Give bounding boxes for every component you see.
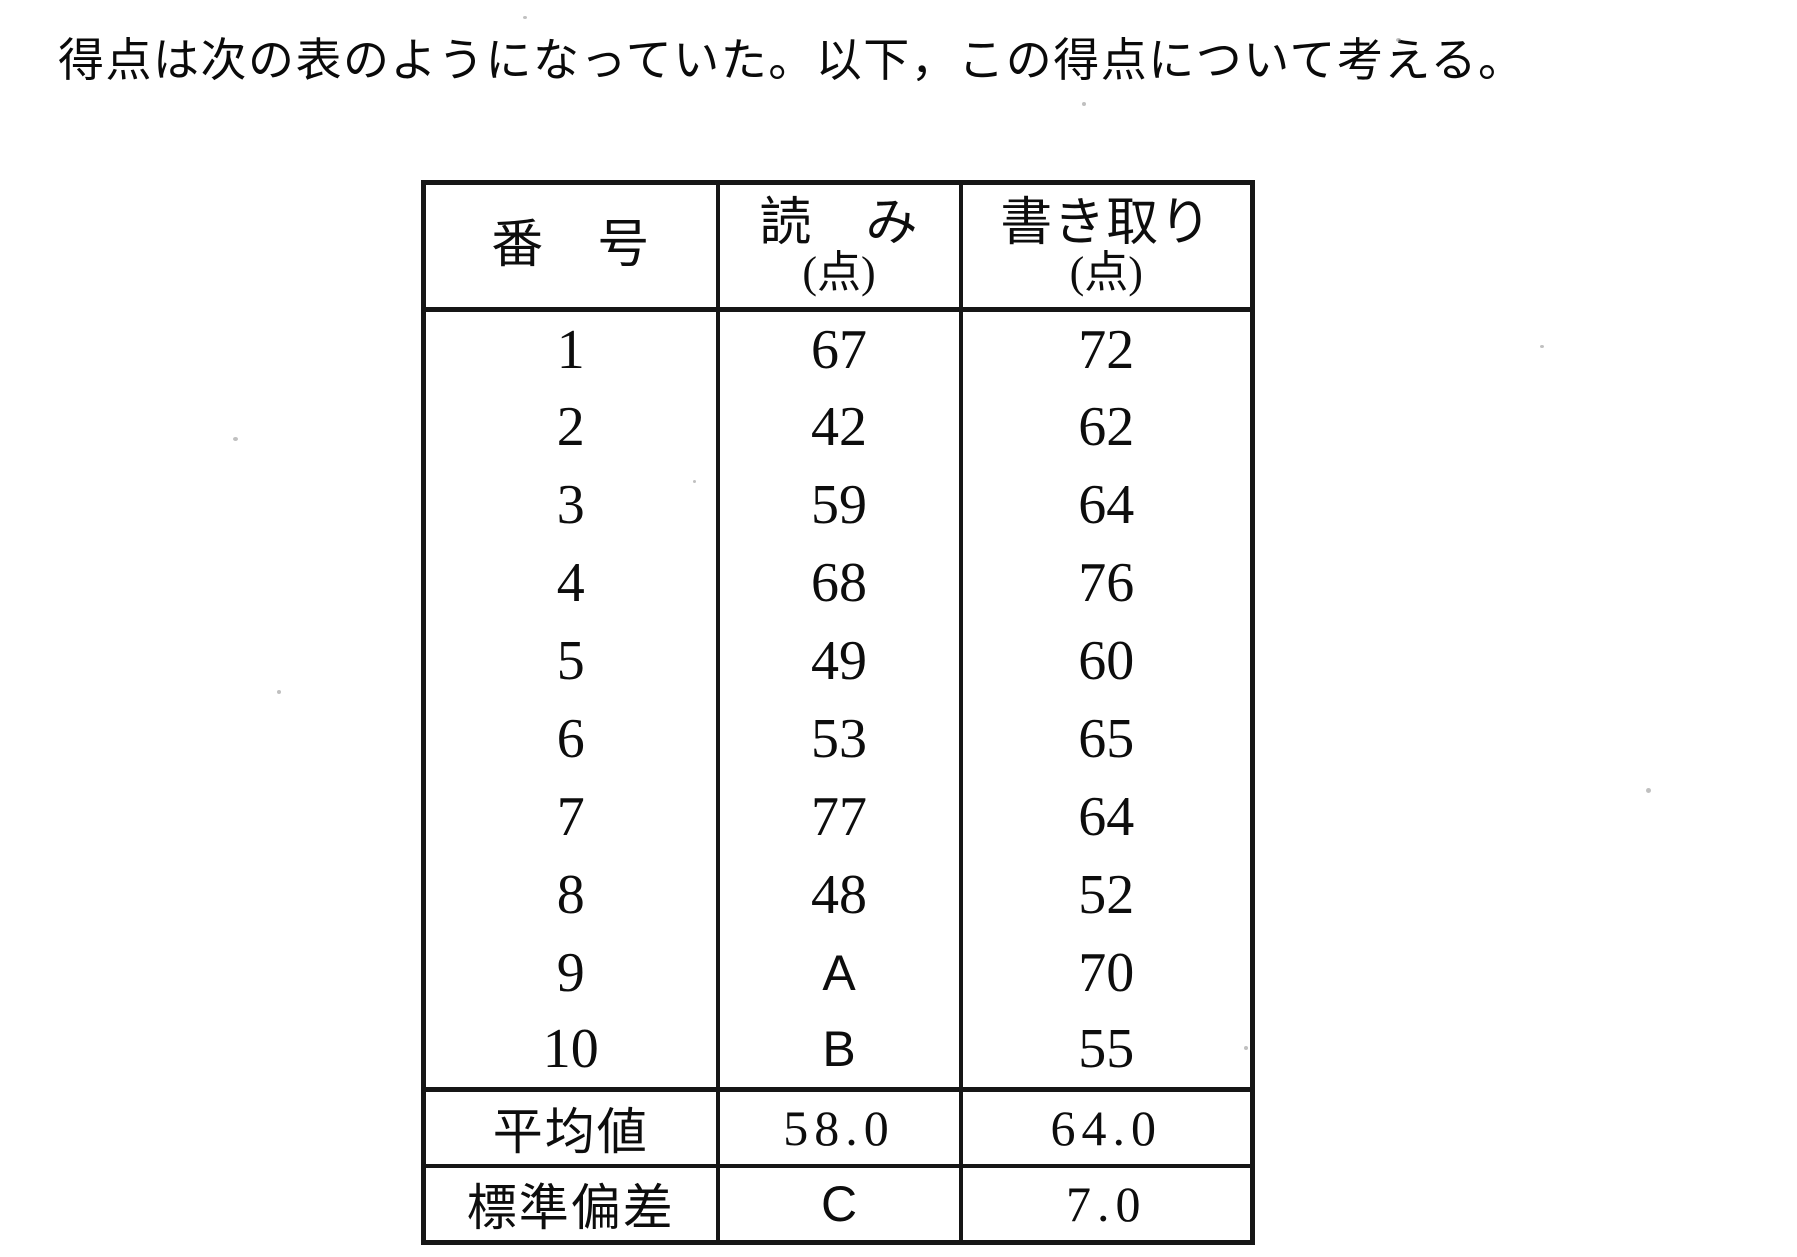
table-row: 9 A 70 [421, 933, 1253, 1012]
table-row: 10 B 55 [421, 1011, 1253, 1090]
cell-number: 9 [421, 933, 718, 1012]
table-row: 6 53 65 [421, 699, 1253, 778]
header-reading: 読 み (点) [715, 182, 961, 312]
cell-number: 4 [421, 543, 718, 622]
header-writing-unit: (点) [1069, 248, 1143, 298]
cell-writing: 64 [958, 777, 1253, 856]
scan-noise-speck [1082, 102, 1086, 106]
scan-noise-speck [523, 16, 527, 19]
header-number-label: 番 号 [491, 216, 651, 274]
cell-reading: 68 [715, 543, 961, 622]
cell-reading: 77 [715, 777, 961, 856]
scan-noise-speck [1540, 345, 1544, 348]
cell-writing: 76 [958, 543, 1253, 622]
mean-label: 平均値 [421, 1087, 718, 1168]
cell-reading: 59 [715, 465, 961, 544]
cell-reading: 42 [715, 387, 961, 466]
scan-noise-speck [693, 480, 696, 483]
table-row: 1 67 72 [421, 309, 1253, 388]
cell-reading: 67 [715, 309, 961, 388]
cell-writing: 70 [958, 933, 1253, 1012]
cell-number: 10 [421, 1011, 718, 1090]
stddev-reading-value: C [715, 1166, 961, 1243]
cell-writing: 65 [958, 699, 1253, 778]
header-reading-label: 読 み [759, 194, 919, 252]
header-row: 番 号 読 み (点) 書き取り (点) [421, 182, 1253, 312]
mean-row: 平均値 58.0 64.0 [421, 1087, 1253, 1168]
cell-writing: 72 [958, 309, 1253, 388]
header-number: 番 号 [421, 182, 718, 312]
scan-noise-speck [1396, 38, 1401, 42]
table-row: 7 77 64 [421, 777, 1253, 856]
score-table: 番 号 読 み (点) 書き取り (点) 1 67 72 2 42 [421, 180, 1255, 1245]
scan-noise-speck [1244, 1046, 1248, 1050]
stddev-writing-value: 7.0 [958, 1166, 1253, 1243]
cell-number: 7 [421, 777, 718, 856]
cell-number: 3 [421, 465, 718, 544]
header-writing: 書き取り (点) [958, 182, 1253, 312]
cell-reading: B [715, 1011, 961, 1090]
table-row: 2 42 62 [421, 387, 1253, 466]
cell-reading: A [715, 933, 961, 1012]
scan-noise-speck [277, 690, 281, 694]
scan-noise-speck [1646, 788, 1651, 793]
cell-writing: 55 [958, 1011, 1253, 1090]
cell-reading: 53 [715, 699, 961, 778]
cell-number: 1 [421, 309, 718, 388]
header-reading-unit: (点) [802, 248, 876, 298]
table-row: 4 68 76 [421, 543, 1253, 622]
cell-reading: 49 [715, 621, 961, 700]
cell-number: 2 [421, 387, 718, 466]
cell-number: 6 [421, 699, 718, 778]
cell-writing: 52 [958, 855, 1253, 934]
cell-reading: 48 [715, 855, 961, 934]
cell-number: 8 [421, 855, 718, 934]
scan-noise-speck [233, 437, 238, 441]
table-row: 3 59 64 [421, 465, 1253, 544]
table-row: 8 48 52 [421, 855, 1253, 934]
intro-text: 得点は次の表のようになっていた。以下，この得点について考える。 [58, 35, 1526, 86]
cell-writing: 64 [958, 465, 1253, 544]
cell-number: 5 [421, 621, 718, 700]
mean-reading-value: 58.0 [715, 1087, 961, 1168]
table-row: 5 49 60 [421, 621, 1253, 700]
cell-writing: 62 [958, 387, 1253, 466]
stddev-row: 標準偏差 C 7.0 [421, 1166, 1253, 1243]
stddev-label: 標準偏差 [421, 1166, 718, 1243]
header-writing-label: 書き取り [1000, 194, 1213, 252]
mean-writing-value: 64.0 [958, 1087, 1253, 1168]
cell-writing: 60 [958, 621, 1253, 700]
